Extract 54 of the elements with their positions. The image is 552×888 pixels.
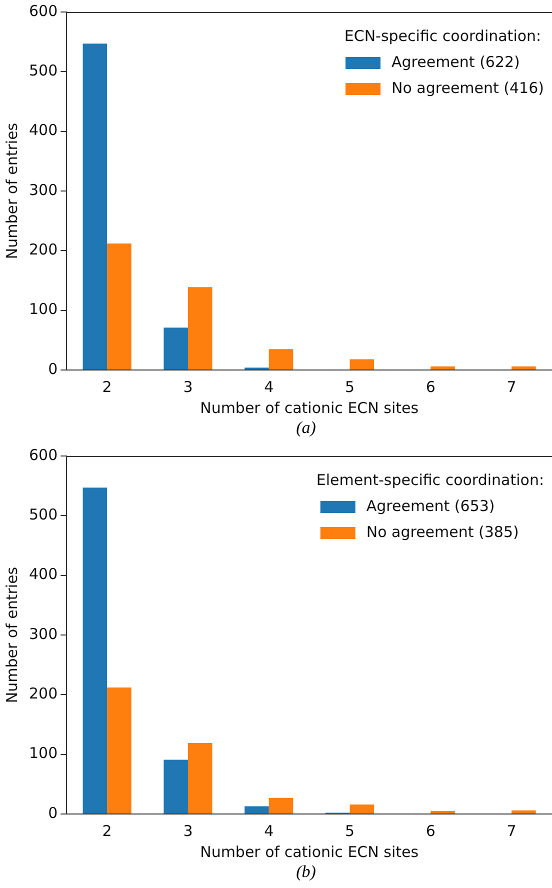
bar [268,798,294,814]
y-tick-label: 200 [28,684,58,703]
bar [164,760,188,814]
x-tick-label: 4 [264,822,274,840]
bar [107,688,132,814]
y-axis-title: Number of entries [2,566,21,704]
y-tick-label: 500 [28,506,58,524]
y-tick-label: 300 [28,180,58,199]
x-tick-label: 3 [183,378,193,396]
x-tick-label: 7 [506,378,516,396]
x-tick-label: 2 [102,378,112,396]
x-tick-label: 2 [102,822,112,840]
bar [350,359,374,370]
bar [164,328,188,370]
text: (a) [295,418,317,439]
y-tick-label: 200 [28,240,58,259]
bar [244,806,269,814]
legend-label: Agreement (653) [366,496,495,515]
y-tick-label: 0 [48,804,58,822]
x-tick-label: 5 [344,822,355,840]
bar [430,366,455,370]
bar [268,349,294,370]
bar [350,804,374,814]
y-tick-label: 300 [28,624,58,643]
x-axis-title: Number of cationic ECN sites [200,398,419,417]
legend-title: Element-specific coordination: [316,470,544,489]
legend-label: Agreement (622) [391,52,520,71]
y-tick-label: 400 [28,565,58,584]
y-tick-label: 100 [28,300,58,318]
y-tick-label: 600 [28,2,58,20]
x-tick-label: 6 [426,378,436,396]
bar [82,44,108,370]
x-tick-label: 5 [344,378,355,396]
y-tick-label: 600 [28,446,58,464]
legend-title: ECN-specific coordination: [344,26,542,45]
y-tick-label: 0 [48,360,58,378]
bar [107,244,132,370]
text: (b) [295,862,317,883]
bar [188,287,212,370]
x-tick-label: 4 [264,378,274,396]
x-tick-label: 3 [183,822,193,840]
y-tick-label: 100 [28,744,58,762]
x-tick-label: 7 [506,822,516,840]
bar [82,488,108,814]
x-axis-title: Number of cationic ECN sites [200,842,419,861]
y-tick-label: 500 [28,62,58,80]
legend-label: No agreement (416) [391,78,544,97]
bar [188,742,212,814]
bar [512,366,536,370]
y-axis-title: Number of entries [2,122,21,260]
legend-label: No agreement (385) [366,522,519,541]
y-tick-label: 400 [28,121,58,140]
x-tick-label: 6 [426,822,436,840]
bar [512,810,536,814]
